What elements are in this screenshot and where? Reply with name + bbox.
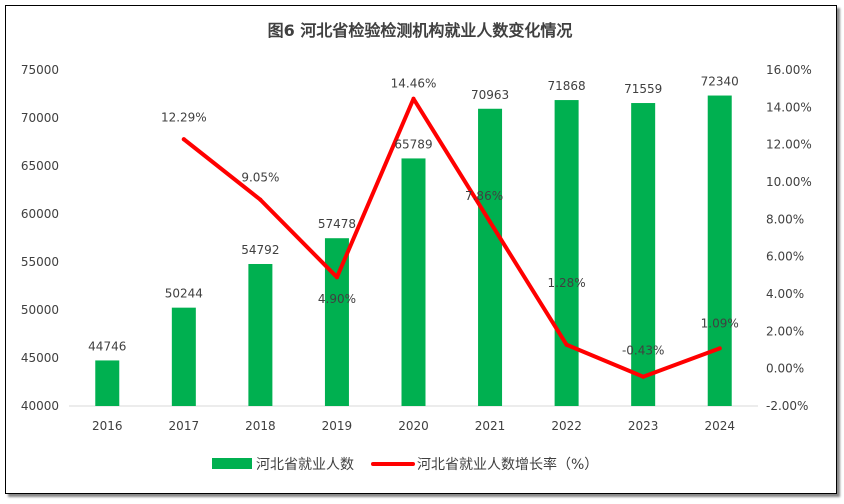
left-axis-tick: 65000 [21, 159, 59, 173]
x-axis-tick: 2018 [245, 419, 276, 433]
bar-label: 54792 [241, 243, 279, 257]
x-axis-tick: 2023 [628, 419, 659, 433]
left-axis-tick: 75000 [21, 63, 59, 77]
line-label: -0.43% [622, 344, 664, 358]
right-axis-tick: 6.00% [766, 250, 804, 264]
left-axis-tick: 55000 [21, 255, 59, 269]
line-point-2020 [411, 96, 416, 101]
bar-2019 [324, 238, 349, 406]
legend-bar-label: 河北省就业人数 [256, 457, 354, 473]
left-axis-tick: 45000 [21, 351, 59, 365]
bar-2020 [401, 158, 426, 406]
growth-rate-line [181, 96, 722, 379]
right-axis-tick: 0.00% [766, 362, 804, 376]
legend-line-label: 河北省就业人数增长率（%） [417, 456, 598, 473]
bar-2024 [707, 95, 732, 406]
line-point-2024 [717, 346, 722, 351]
right-axis-tick: 12.00% [766, 138, 812, 152]
line-label: 1.09% [701, 316, 739, 330]
right-axis-tick: 8.00% [766, 212, 804, 226]
bar-2022 [554, 100, 579, 406]
x-axis-tick: 2022 [551, 419, 582, 433]
x-axis-tick: 2021 [475, 419, 506, 433]
right-axis-tick: -2.00% [766, 399, 808, 413]
x-axis-tick: 2019 [322, 419, 353, 433]
bar-2023 [631, 103, 656, 406]
legend: 河北省就业人数 河北省就业人数增长率（%） [212, 456, 598, 473]
right-axis-tick: 14.00% [766, 100, 812, 114]
line-label: 7.86% [465, 189, 503, 203]
right-axis-tick: 16.00% [766, 63, 812, 77]
line-label: 9.05% [241, 171, 279, 185]
bar-label: 65789 [394, 137, 432, 151]
right-axis-tick: 2.00% [766, 324, 804, 338]
line-label: 14.46% [391, 77, 437, 91]
bar-label: 71868 [548, 79, 586, 93]
right-axis-tick: 10.00% [766, 175, 812, 189]
line-point-2023 [641, 374, 646, 379]
bar-label: 71559 [624, 82, 662, 96]
line-point-2022 [564, 342, 569, 347]
left-axis-tick: 60000 [21, 207, 59, 221]
line-point-2021 [488, 219, 493, 224]
bar-2021 [478, 108, 503, 407]
legend-bar-swatch [212, 458, 252, 469]
bar-label: 72340 [701, 75, 739, 89]
left-axis-tick: 50000 [21, 303, 59, 317]
chart-title: 图6 河北省检验检测机构就业人数变化情况 [268, 21, 573, 40]
bar-2018 [248, 263, 273, 406]
left-axis-tick: 40000 [21, 399, 59, 413]
bar-label: 57478 [318, 217, 356, 231]
line-label: 1.28% [548, 276, 586, 290]
x-axis-tick: 2016 [92, 419, 123, 433]
line-label: 12.29% [161, 110, 207, 124]
line-label: 4.90% [318, 292, 356, 306]
line-point-2019 [334, 275, 339, 280]
x-axis-tick: 2024 [704, 419, 735, 433]
bar-label: 70963 [471, 88, 509, 102]
right-axis-tick: 4.00% [766, 287, 804, 301]
bar-label: 50244 [165, 287, 203, 301]
x-axis-tick: 2020 [398, 419, 429, 433]
bar-label: 44746 [88, 339, 126, 353]
x-axis-tick: 2017 [169, 419, 200, 433]
bar-2016 [95, 360, 120, 406]
line-point-2017 [181, 137, 186, 142]
bar-2017 [171, 307, 196, 406]
left-axis-tick: 70000 [21, 111, 59, 125]
line-point-2018 [258, 197, 263, 202]
